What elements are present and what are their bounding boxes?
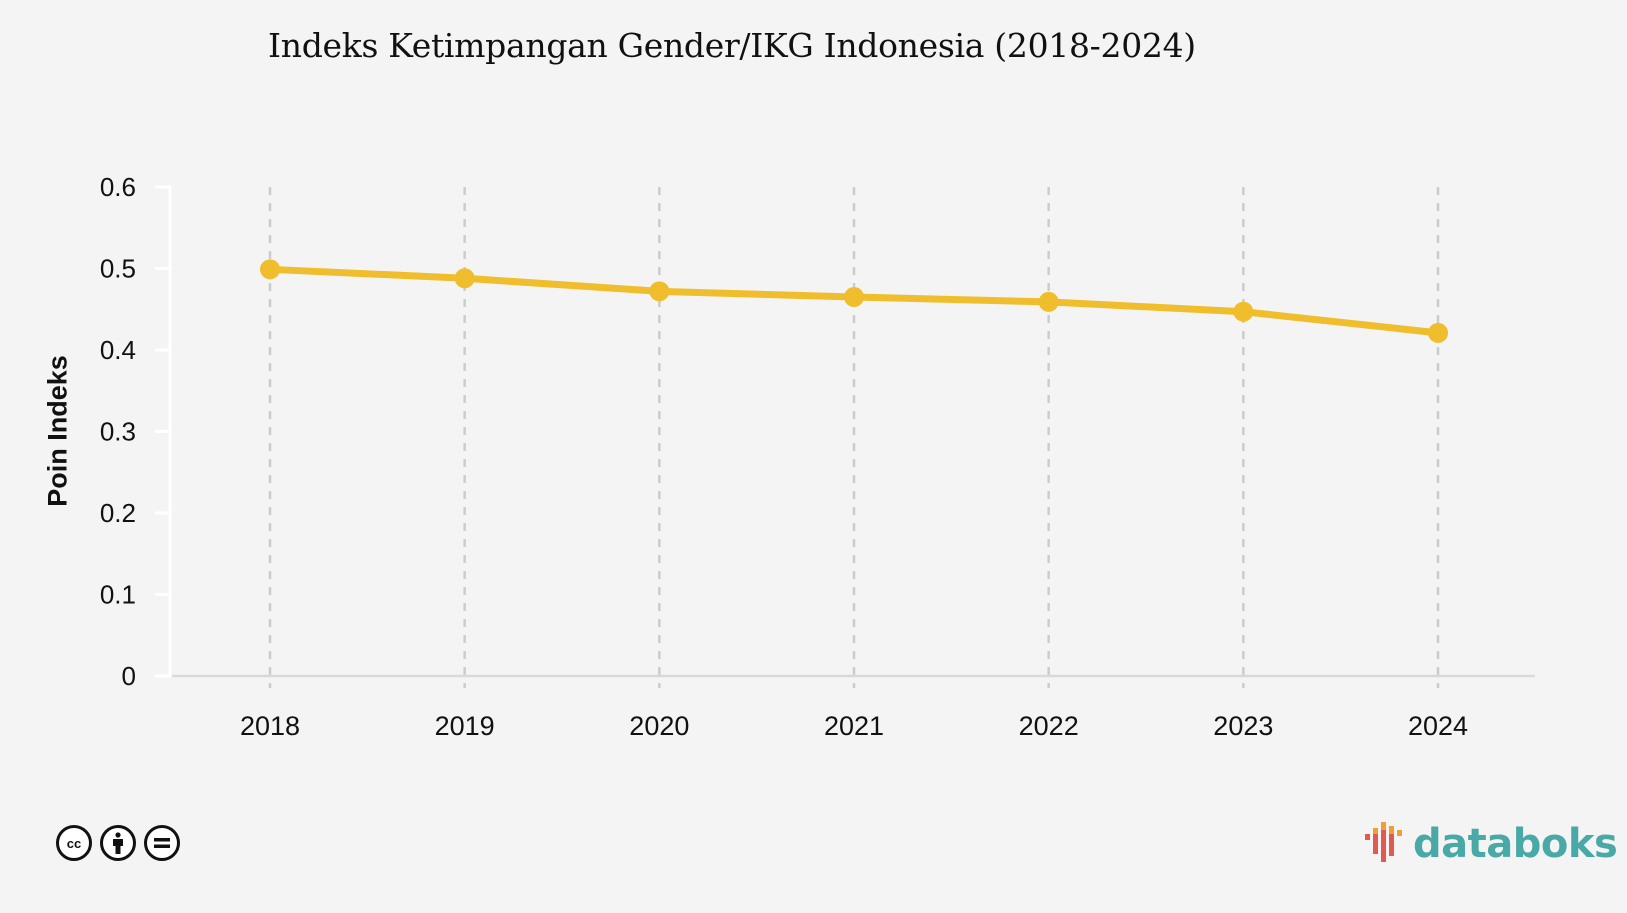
data-series <box>260 259 1449 343</box>
by-person-icon <box>100 825 136 861</box>
vertical-gridlines <box>268 187 1440 688</box>
data-point[interactable] <box>844 287 865 308</box>
x-axis-ticks: 2018 2019 2020 2021 2022 2023 2024 <box>240 711 1468 741</box>
cc-text: cc <box>66 835 82 851</box>
y-tick-label: 0.1 <box>100 580 136 610</box>
y-axis-ticks: 0 0.1 0.2 0.3 0.4 0.5 0.6 <box>100 172 171 691</box>
data-point[interactable] <box>1233 301 1254 322</box>
axes <box>168 187 1535 678</box>
y-tick-label: 0.3 <box>100 417 136 447</box>
nd-equals-icon <box>144 825 180 861</box>
cc-icon: cc <box>56 825 92 861</box>
y-tick-label: 0.2 <box>100 498 136 528</box>
databoks-bars-icon <box>1365 822 1402 862</box>
x-tick-label: 2021 <box>824 711 884 741</box>
databoks-logo: databoks <box>1365 820 1618 867</box>
x-tick-label: 2023 <box>1213 711 1273 741</box>
y-axis-title: Poin Indeks <box>42 355 73 507</box>
databoks-brand-text: databoks <box>1413 821 1618 867</box>
chart-title: Indeks Ketimpangan Gender/IKG Indonesia … <box>268 26 1196 65</box>
x-tick-label: 2020 <box>629 711 689 741</box>
data-point[interactable] <box>1428 322 1449 343</box>
x-tick-label: 2022 <box>1019 711 1079 741</box>
y-tick-label: 0 <box>122 661 136 691</box>
data-point[interactable] <box>454 268 475 289</box>
x-tick-label: 2018 <box>240 711 300 741</box>
x-tick-label: 2024 <box>1408 711 1468 741</box>
y-tick-label: 0.4 <box>100 335 136 365</box>
y-tick-label: 0.5 <box>100 254 136 284</box>
data-point[interactable] <box>649 281 670 302</box>
license-icons: cc <box>56 825 180 861</box>
x-tick-label: 2019 <box>435 711 495 741</box>
y-tick-label: 0.6 <box>100 172 136 202</box>
data-point[interactable] <box>1038 291 1059 312</box>
data-point[interactable] <box>260 259 280 280</box>
